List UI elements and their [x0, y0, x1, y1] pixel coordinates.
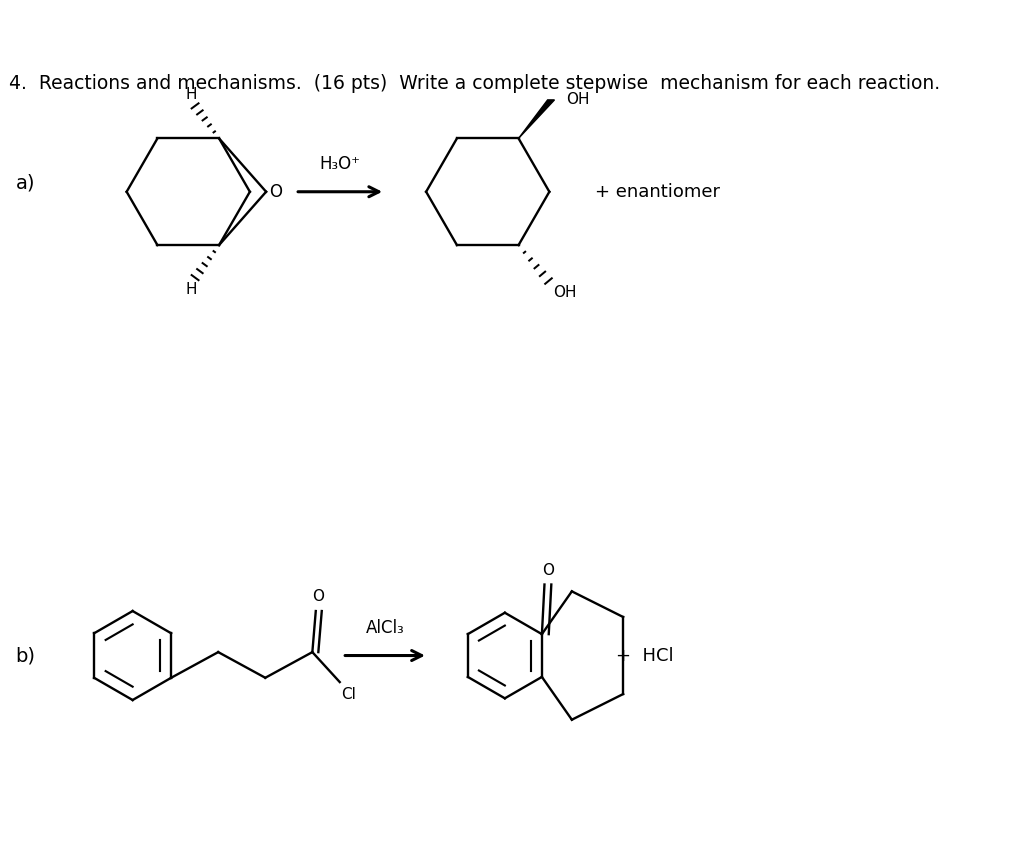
Text: AlCl₃: AlCl₃: [366, 619, 404, 636]
Text: OH: OH: [553, 285, 577, 300]
Text: H: H: [185, 87, 197, 102]
Text: O: O: [269, 183, 283, 201]
Text: H₃O⁺: H₃O⁺: [319, 155, 360, 173]
Text: + enantiomer: + enantiomer: [595, 183, 720, 201]
Text: O: O: [312, 589, 325, 604]
Polygon shape: [518, 99, 554, 138]
Text: Cl: Cl: [341, 687, 356, 702]
Text: OH: OH: [566, 93, 590, 107]
Text: b): b): [15, 646, 36, 665]
Text: +  HCl: + HCl: [616, 647, 674, 664]
Text: 4.  Reactions and mechanisms.  (16 pts)  Write a complete stepwise  mechanism fo: 4. Reactions and mechanisms. (16 pts) Wr…: [8, 73, 940, 93]
Text: H: H: [185, 282, 197, 297]
Text: a): a): [15, 174, 35, 193]
Text: O: O: [542, 562, 554, 577]
